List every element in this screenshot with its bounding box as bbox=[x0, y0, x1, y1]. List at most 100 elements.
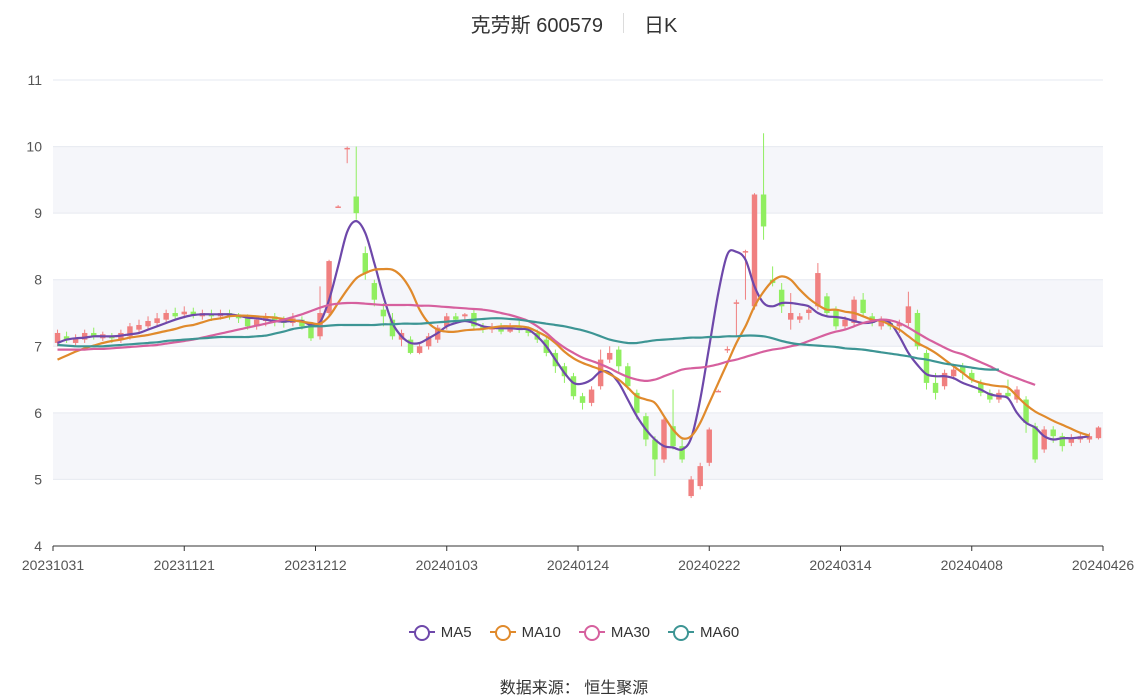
candle bbox=[407, 336, 414, 355]
candle-body bbox=[462, 314, 468, 317]
candle bbox=[54, 329, 61, 347]
candle-body bbox=[788, 313, 794, 320]
candle-body bbox=[344, 147, 350, 150]
candle-body bbox=[371, 283, 378, 300]
candle-body bbox=[797, 316, 803, 320]
y-tick-label: 4 bbox=[34, 538, 42, 554]
candle-body bbox=[163, 313, 169, 320]
x-tick-label: 20240222 bbox=[678, 557, 741, 573]
legend-label: MA60 bbox=[700, 623, 740, 641]
candle-body bbox=[154, 318, 160, 323]
candle-body bbox=[425, 336, 432, 347]
candle-body bbox=[54, 332, 61, 343]
title-divider bbox=[622, 13, 624, 33]
candle bbox=[923, 349, 930, 390]
candle bbox=[797, 313, 803, 323]
legend-item-ma30[interactable]: MA30 bbox=[578, 624, 650, 641]
plot-band bbox=[53, 412, 1103, 480]
x-tick-label: 20240426 bbox=[1072, 557, 1135, 573]
candle-body bbox=[362, 253, 368, 274]
candle bbox=[371, 279, 378, 307]
legend-marker-icon bbox=[578, 625, 605, 641]
candle-body bbox=[1014, 389, 1020, 400]
chart-title-bar: 克劳斯 600579 日K bbox=[0, 8, 1148, 38]
x-tick-label: 20240314 bbox=[809, 557, 872, 573]
candle bbox=[706, 427, 712, 467]
candle-body bbox=[842, 319, 848, 327]
candle-body bbox=[679, 446, 685, 460]
period-label[interactable]: 日K bbox=[643, 14, 678, 37]
candle bbox=[416, 342, 423, 355]
candle bbox=[778, 283, 785, 313]
candle-body bbox=[525, 329, 531, 333]
y-tick-label: 9 bbox=[34, 205, 42, 221]
legend-item-ma60[interactable]: MA60 bbox=[668, 624, 739, 641]
y-tick-label: 11 bbox=[27, 72, 42, 88]
candle-body bbox=[896, 322, 903, 327]
candle-body bbox=[941, 372, 948, 387]
legend: MA5 MA10 MA30 MA60 bbox=[0, 620, 1148, 644]
series-line-ma10 bbox=[57, 267, 1090, 440]
series-line-ma60 bbox=[57, 317, 999, 371]
candle bbox=[1095, 426, 1102, 440]
candle-body bbox=[335, 206, 341, 208]
candle bbox=[588, 386, 595, 407]
candle-body bbox=[715, 390, 722, 393]
candle bbox=[172, 307, 178, 320]
candle bbox=[652, 436, 658, 477]
candle bbox=[905, 291, 912, 327]
candle bbox=[63, 331, 70, 343]
candle bbox=[163, 309, 169, 323]
candle-body bbox=[380, 309, 387, 317]
candle-body bbox=[308, 326, 314, 339]
candle-body bbox=[878, 319, 884, 327]
candle bbox=[1068, 434, 1075, 447]
legend-item-ma10[interactable]: MA10 bbox=[489, 624, 561, 641]
candle bbox=[462, 313, 468, 320]
legend-item-ma5[interactable]: MA5 bbox=[408, 623, 472, 641]
candle bbox=[860, 293, 866, 317]
candle bbox=[697, 462, 703, 490]
candle bbox=[715, 389, 722, 393]
candle-body bbox=[914, 313, 921, 347]
candle bbox=[190, 307, 197, 319]
candle-body bbox=[389, 319, 396, 337]
candle-body bbox=[353, 196, 359, 214]
candle bbox=[733, 299, 740, 337]
y-tick-label: 6 bbox=[34, 405, 42, 421]
candle bbox=[145, 316, 151, 330]
candle-body bbox=[751, 194, 758, 307]
candle bbox=[81, 329, 88, 343]
candle-body bbox=[616, 349, 622, 367]
candle-body bbox=[127, 326, 133, 337]
candle bbox=[688, 476, 694, 499]
candle bbox=[806, 306, 812, 320]
candle-body bbox=[634, 392, 640, 413]
candle-body bbox=[72, 338, 79, 343]
legend-label: MA5 bbox=[440, 623, 472, 641]
candle-body bbox=[253, 319, 260, 327]
candle-body bbox=[172, 313, 178, 317]
candle bbox=[425, 332, 432, 350]
candle-body bbox=[181, 311, 187, 315]
candle bbox=[878, 316, 884, 330]
candle bbox=[679, 439, 685, 463]
candle bbox=[760, 133, 767, 240]
candle-body bbox=[1059, 436, 1065, 447]
plot-background-bands bbox=[53, 146, 1103, 480]
candle bbox=[326, 259, 332, 317]
candle bbox=[1041, 426, 1047, 453]
candle-body bbox=[987, 392, 993, 400]
candle-body bbox=[1095, 427, 1102, 439]
legend-marker-icon bbox=[489, 625, 516, 641]
candle-body bbox=[724, 348, 731, 351]
x-tick-label: 20231121 bbox=[154, 557, 215, 573]
candle bbox=[616, 346, 622, 373]
candle-body bbox=[688, 479, 694, 497]
candle-body bbox=[579, 396, 586, 403]
candle bbox=[661, 416, 667, 463]
x-tick-label: 20240408 bbox=[941, 557, 1004, 573]
candle-body bbox=[932, 382, 939, 393]
candle-body bbox=[959, 366, 966, 373]
legend-marker-icon bbox=[408, 625, 435, 641]
